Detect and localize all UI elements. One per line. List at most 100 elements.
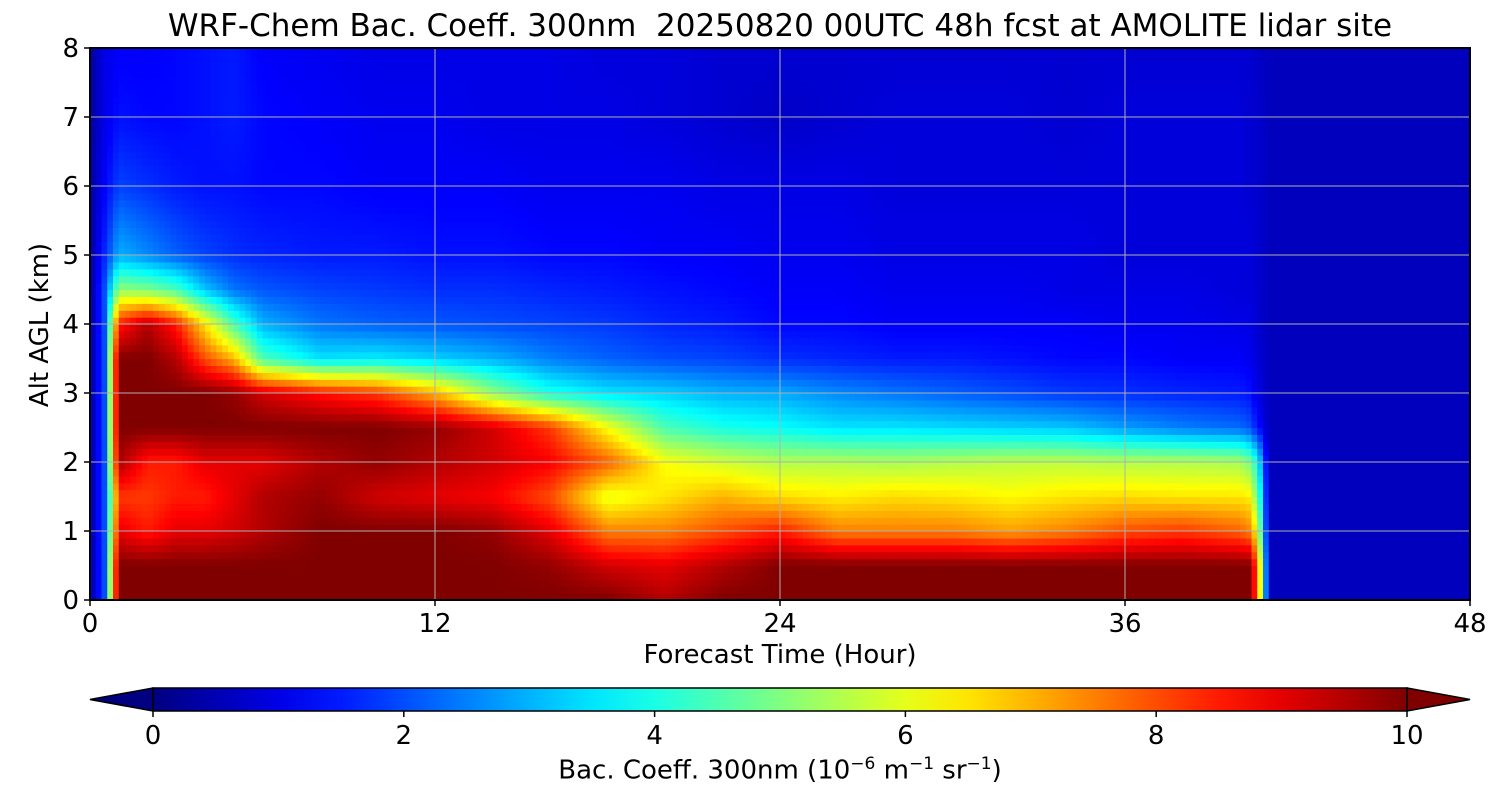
heatmap-cell xyxy=(671,572,677,580)
heatmap-cell xyxy=(659,559,665,567)
heatmap-cell xyxy=(866,510,872,518)
heatmap-cell xyxy=(797,572,803,580)
heatmap-cell xyxy=(516,559,522,567)
heatmap-cell xyxy=(751,462,757,470)
heatmap-cell xyxy=(861,559,867,567)
heatmap-cell xyxy=(1033,552,1039,560)
heatmap-cell xyxy=(314,538,320,546)
heatmap-cell xyxy=(953,469,959,477)
heatmap-cell xyxy=(1194,566,1200,574)
heatmap-cell xyxy=(924,469,930,477)
heatmap-cell xyxy=(993,579,999,587)
heatmap-cell xyxy=(458,476,464,484)
heatmap-cell xyxy=(981,531,987,539)
heatmap-cell xyxy=(1033,572,1039,580)
heatmap-cell xyxy=(935,572,941,580)
heatmap-cell xyxy=(119,517,125,525)
heatmap-cell xyxy=(947,476,953,484)
heatmap-cell xyxy=(539,517,545,525)
heatmap-cell xyxy=(96,497,102,505)
heatmap-cell xyxy=(947,545,953,553)
heatmap-cell xyxy=(1033,497,1039,505)
heatmap-cell xyxy=(1315,572,1321,580)
heatmap-cell xyxy=(1430,462,1436,470)
heatmap-cell xyxy=(878,462,884,470)
heatmap-cell xyxy=(717,566,723,574)
heatmap-cell xyxy=(769,586,775,594)
heatmap-cell xyxy=(107,517,113,525)
heatmap-cell xyxy=(1292,503,1298,511)
heatmap-cell xyxy=(728,517,734,525)
heatmap-cell xyxy=(1188,552,1194,560)
heatmap-cell xyxy=(1424,469,1430,477)
heatmap-cell xyxy=(1188,531,1194,539)
heatmap-cell xyxy=(217,476,223,484)
heatmap-cell xyxy=(711,455,717,463)
heatmap-cell xyxy=(1286,462,1292,470)
heatmap-cell xyxy=(136,559,142,567)
heatmap-cell xyxy=(395,476,401,484)
heatmap-cell xyxy=(1315,476,1321,484)
heatmap-cell xyxy=(1016,455,1022,463)
heatmap-cell xyxy=(1177,462,1183,470)
heatmap-cell xyxy=(1033,510,1039,518)
heatmap-cell xyxy=(1390,497,1396,505)
heatmap-cell xyxy=(797,462,803,470)
heatmap-cell xyxy=(1384,586,1390,594)
heatmap-cell xyxy=(447,517,453,525)
heatmap-cell xyxy=(1344,531,1350,539)
heatmap-cell xyxy=(665,552,671,560)
heatmap-cell xyxy=(521,545,527,553)
heatmap-cell xyxy=(809,572,815,580)
heatmap-cell xyxy=(355,572,361,580)
heatmap-cell xyxy=(234,586,240,594)
heatmap-cell xyxy=(234,483,240,491)
heatmap-cell xyxy=(320,469,326,477)
heatmap-cell xyxy=(171,524,177,532)
heatmap-cell xyxy=(918,497,924,505)
heatmap-cell xyxy=(1384,524,1390,532)
heatmap-cell xyxy=(406,510,412,518)
heatmap-cell xyxy=(1309,462,1315,470)
heatmap-cell xyxy=(780,566,786,574)
heatmap-cell xyxy=(740,559,746,567)
heatmap-cell xyxy=(1206,476,1212,484)
heatmap-cell xyxy=(1091,559,1097,567)
heatmap-cell xyxy=(1418,531,1424,539)
heatmap-cell xyxy=(1033,476,1039,484)
heatmap-cell xyxy=(268,586,274,594)
heatmap-cell xyxy=(1378,517,1384,525)
heatmap-cell xyxy=(843,490,849,498)
heatmap-cell xyxy=(1344,483,1350,491)
heatmap-cell xyxy=(1413,572,1419,580)
heatmap-cell xyxy=(401,552,407,560)
heatmap-cell xyxy=(734,490,740,498)
heatmap-cell xyxy=(861,503,867,511)
heatmap-cell xyxy=(366,545,372,553)
heatmap-cell xyxy=(1424,490,1430,498)
heatmap-cell xyxy=(820,552,826,560)
heatmap-cell xyxy=(1073,566,1079,574)
heatmap-cell xyxy=(1292,586,1298,594)
heatmap-cell xyxy=(694,572,700,580)
heatmap-cell xyxy=(96,552,102,560)
heatmap-cell xyxy=(533,462,539,470)
heatmap-cell xyxy=(1108,476,1114,484)
heatmap-cell xyxy=(1085,559,1091,567)
heatmap-cell xyxy=(142,586,148,594)
heatmap-cell xyxy=(274,517,280,525)
heatmap-cell xyxy=(516,545,522,553)
heatmap-cell xyxy=(832,462,838,470)
heatmap-cell xyxy=(280,517,286,525)
heatmap-cell xyxy=(556,455,562,463)
heatmap-cell xyxy=(999,566,1005,574)
heatmap-cell xyxy=(728,455,734,463)
heatmap-cell xyxy=(1223,490,1229,498)
heatmap-cell xyxy=(619,524,625,532)
heatmap-cell xyxy=(746,483,752,491)
heatmap-cell xyxy=(1361,503,1367,511)
heatmap-cell xyxy=(671,517,677,525)
heatmap-cell xyxy=(958,517,964,525)
heatmap-cell xyxy=(872,469,878,477)
heatmap-cell xyxy=(1125,503,1131,511)
